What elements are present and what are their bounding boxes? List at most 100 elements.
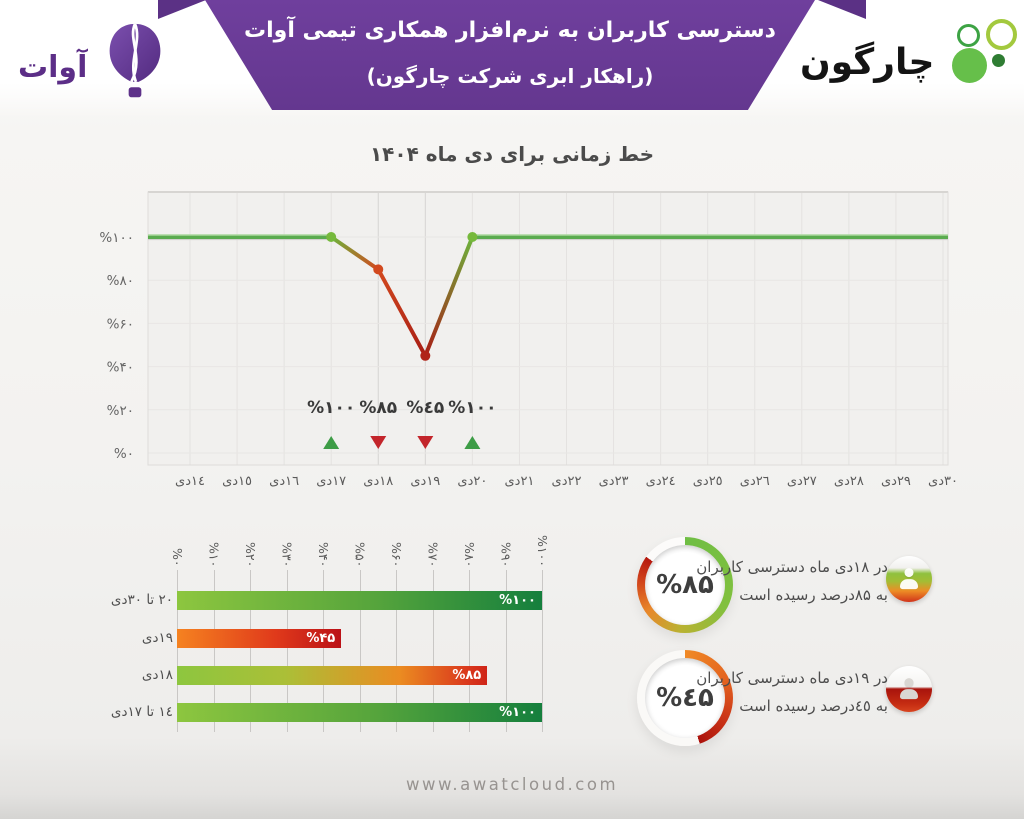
person-icon (899, 568, 919, 589)
y-tick-label: %۲۰ (107, 403, 134, 419)
bar-1: %۴۵ (177, 629, 342, 648)
footer-url: www.awatcloud.com (405, 775, 619, 794)
plot-area (148, 192, 948, 465)
x-tick-label: ٢٩دی (881, 474, 911, 489)
bar-gridline (323, 570, 324, 732)
bar-category-label: ١٨دی (141, 667, 173, 683)
person-icon (899, 678, 919, 699)
chargoon-ring-icon (957, 24, 980, 47)
chargoon-logo-text: چارگون (800, 42, 935, 83)
bar-gridline (396, 570, 397, 732)
bar-value-label: %۱۰۰ (499, 705, 536, 720)
bar-axis-tick-label: %۷۰ (425, 541, 441, 567)
caption-line: در ۱۸دی ماه دسترسی کاربران (696, 558, 888, 576)
triangle-down-icon (417, 436, 434, 449)
x-tick-label: ٢٤دی (646, 474, 676, 489)
user-badge-icon (886, 666, 932, 712)
bar-axis-tick-label: %۸۰ (462, 541, 477, 567)
bar-category-label: ١٩دی (141, 630, 173, 646)
x-tick-label: ٢٥دی (693, 474, 723, 489)
caption-line: در ۱۹دی ماه دسترسی کاربران (696, 669, 888, 687)
bar-axis-tick-label: %۱۰۰ (535, 534, 550, 567)
donut-center: %٤۵ (652, 665, 718, 731)
bar-gridline (286, 570, 288, 732)
data-point (467, 232, 478, 242)
bar-gridline (213, 570, 215, 732)
x-tick-label: ٢٣دی (599, 474, 629, 489)
title-banner: دسترسی کاربران به نرم‌افزار همکاری تیمی … (205, 0, 815, 110)
chargoon-dot-icon (952, 48, 987, 83)
chargoon-ring-icon (986, 19, 1017, 50)
x-tick-label: ٣٠دی (928, 474, 958, 489)
bar-0: %۱۰۰ (177, 591, 542, 610)
bar-axis-tick-label: %۴۰ (316, 541, 331, 567)
bar-axis-tick-label: %۳۰ (279, 541, 295, 567)
awat-logo-text: آوات (18, 50, 88, 85)
y-tick-label: %۱۰۰ (99, 230, 134, 246)
line-chart-title: خط زمانی برای دی ماه ۱۴۰۴ (369, 142, 655, 166)
x-tick-label: ١٦دی (269, 474, 299, 489)
bar-2: %۸۵ (177, 666, 488, 685)
chargoon-dot-icon (992, 54, 1005, 67)
bar-axis-tick-label: %۲۰ (243, 541, 258, 567)
donut-value-label: %٤۵ (656, 683, 714, 713)
donut-center: %۸۵ (652, 552, 718, 618)
donut-85-caption: در ۱۸دی ماه دسترسی کاربران به ۸۵درصد رسی… (648, 553, 888, 609)
awat-balloon-icon (109, 23, 161, 98)
donut-45-caption: در ۱۹دی ماه دسترسی کاربران به ٤٥درصد رسی… (648, 664, 888, 720)
donut-gauge-85: %۸۵ (637, 537, 733, 633)
bar-axis-tick-label: %۶۰ (389, 541, 404, 567)
x-tick-label: ١٧دی (316, 474, 346, 489)
bar-gridline (177, 570, 178, 732)
bar-gridline (542, 570, 543, 732)
dip-segment (329, 235, 381, 272)
data-point (373, 264, 384, 275)
data-point (326, 232, 337, 242)
bar-axis-tick-label: %۰ (170, 548, 185, 567)
bar-gridline (469, 570, 470, 732)
x-tick-label: ٢٠دی (457, 474, 487, 489)
caption-line: به ٤٥درصد رسیده است (739, 697, 888, 715)
bar-axis-tick-label: %۵۰ (352, 541, 368, 567)
bar-3: %۱۰۰ (177, 703, 542, 722)
timeline-line-chart: %۰ %۲۰ %۴۰ %۶۰ %۸۰ %۱۰۰ ١٤دی ١٥دی ١٦دی ١٧دی ١٨دی ١٩… (99, 191, 958, 489)
bar-category-label: ١٤ تا ١٧دی (110, 704, 173, 720)
x-tick-label: ١٥دی (222, 474, 252, 489)
x-tick-label: ١٨دی (363, 474, 393, 489)
bar-category-label: ٢٠ تا ٣٠دی (110, 592, 173, 608)
y-tick-label: %۸۰ (107, 273, 134, 289)
x-tick-label: ٢٧دی (787, 474, 817, 489)
annotation-label: %۱۰۰ (307, 398, 355, 418)
user-badge-icon (886, 556, 932, 602)
bar-axis-tick-label: %۹۰ (498, 541, 514, 567)
dip-segment (423, 235, 475, 358)
bar-gridline (250, 570, 251, 732)
bar-value-label: %۸۵ (452, 668, 482, 683)
caption-line: به ۸۵درصد رسیده است (739, 586, 888, 604)
donut-value-label: %۸۵ (656, 570, 714, 600)
bar-gridline (359, 570, 361, 732)
bar-gridline (432, 570, 434, 732)
dip-segment (376, 267, 428, 358)
x-tick-label: ٢٦دی (740, 474, 770, 489)
annotation-label: %۸۵ (359, 398, 397, 418)
x-tick-label: ١٤دی (175, 474, 205, 489)
triangle-up-icon (323, 436, 340, 449)
bar-value-label: %۴۵ (306, 631, 336, 646)
y-tick-label: %۶۰ (107, 316, 134, 332)
x-tick-label: ٢٨دی (834, 474, 864, 489)
sub-title: (راهکار ابری شرکت چارگون) (366, 64, 654, 88)
annotation-label: %٤۵ (406, 398, 444, 418)
x-tick-label: ٢٢دی (552, 474, 582, 489)
access-bar-chart: %۰ %۱۰ %۲۰ %۳۰ %۴۰ %۵۰ %۶۰ %۷۰ %۸۰ %۹۰ %۱۰۰ ٢٠ تا ٣… (100, 495, 570, 750)
bar-value-label: %۱۰۰ (499, 593, 536, 608)
triangle-down-icon (370, 436, 387, 449)
triangle-up-icon (464, 436, 481, 449)
x-tick-label: ١٩دی (410, 474, 440, 489)
main-title: دسترسی کاربران به نرم‌افزار همکاری تیمی … (244, 18, 776, 43)
bar-gridline (505, 570, 507, 732)
y-tick-label: %۴۰ (107, 360, 134, 376)
annotation-label: %۱۰۰ (448, 398, 496, 418)
donut-gauge-45: %٤۵ (637, 650, 733, 746)
